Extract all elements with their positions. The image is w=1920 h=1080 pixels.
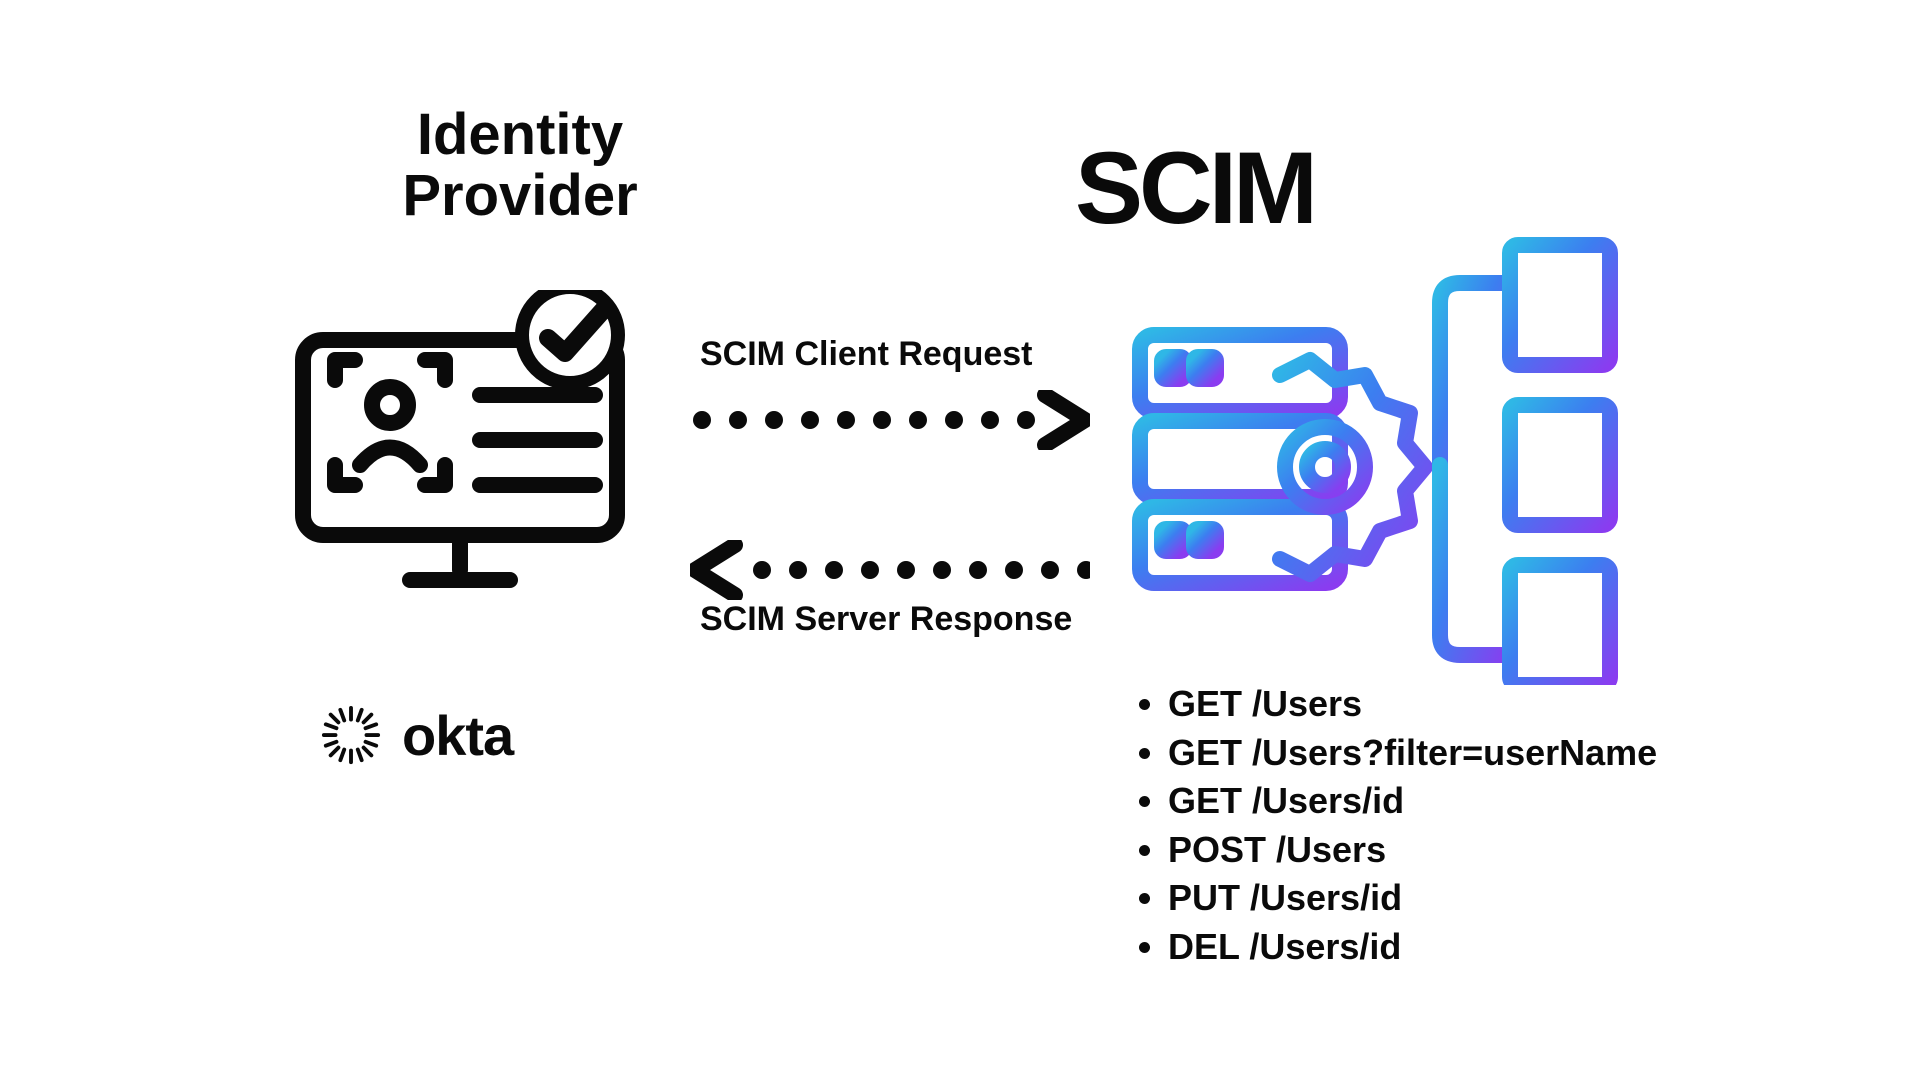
endpoint-item: PUT /Users/id [1168, 874, 1657, 923]
identity-provider-icon [295, 290, 625, 590]
endpoint-item: POST /Users [1168, 826, 1657, 875]
idp-title-line1: Identity [417, 102, 623, 167]
okta-logo: okta [320, 695, 580, 775]
endpoint-item: GET /Users/id [1168, 777, 1657, 826]
response-arrow-icon [690, 540, 1090, 600]
scim-logo-text: SCIM [1075, 131, 1314, 245]
okta-text: okta [402, 703, 513, 768]
diagram-canvas: Identity Provider [0, 0, 1920, 1080]
okta-starburst-icon [320, 704, 382, 766]
scim-server-icon [1130, 235, 1620, 685]
identity-provider-title: Identity Provider [330, 105, 710, 227]
endpoint-list: GET /Users GET /Users?filter=userName GE… [1130, 680, 1657, 972]
endpoint-item: GET /Users [1168, 680, 1657, 729]
scim-logo: SCIM [1075, 130, 1445, 247]
idp-title-line2: Provider [402, 163, 637, 228]
response-label: SCIM Server Response [700, 600, 1072, 639]
endpoint-item: GET /Users?filter=userName [1168, 729, 1657, 778]
request-label: SCIM Client Request [700, 335, 1032, 374]
request-arrow-icon [690, 390, 1090, 450]
endpoint-item: DEL /Users/id [1168, 923, 1657, 972]
